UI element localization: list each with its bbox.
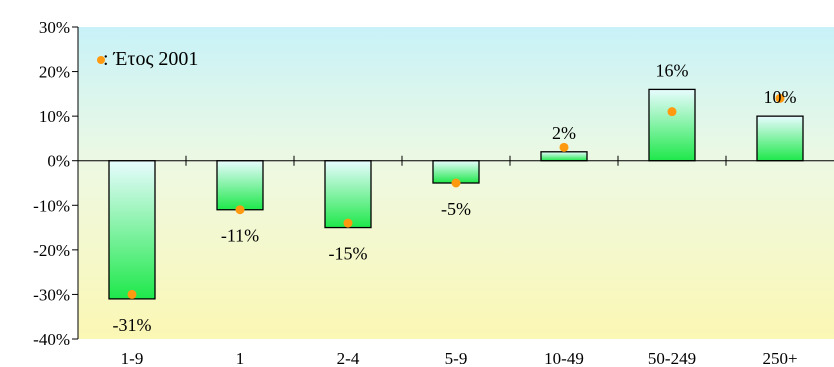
dots-series: [127, 93, 785, 299]
y-tick-label: -20%: [33, 241, 70, 260]
legend-label: : Έτος 2001: [103, 48, 198, 70]
data-label: -15%: [329, 244, 368, 264]
dot-marker: [235, 205, 245, 215]
data-labels: -31% -11% -15% -5% 2% 16% 10%: [113, 60, 797, 334]
y-tick-label: 20%: [39, 63, 70, 82]
x-tick-label: 1-9: [121, 349, 144, 367]
data-label: -5%: [441, 199, 471, 219]
bar: [756, 115, 804, 162]
y-tick-label: -30%: [33, 285, 70, 304]
x-tick-label: 5-9: [445, 349, 468, 367]
data-label: 10%: [764, 87, 797, 107]
x-tick-label: 50-249: [648, 349, 696, 367]
x-tick-label: 2-4: [337, 349, 360, 367]
y-axis-ticks: 30% 20% 10% 0% -10% -20% -30% -40%: [33, 18, 79, 349]
legend-dot-marker: [97, 56, 105, 64]
dot-marker: [343, 218, 353, 228]
x-tick-label: 250+: [762, 349, 797, 367]
bar: [648, 88, 696, 162]
y-tick-label: 30%: [39, 18, 70, 37]
bar: [540, 151, 588, 162]
dot-marker: [127, 289, 137, 299]
y-tick-label: 10%: [39, 107, 70, 126]
dot-marker: [667, 107, 677, 117]
bar: [216, 160, 264, 211]
x-tick-label: 10-49: [544, 349, 584, 367]
data-label: -11%: [221, 226, 259, 246]
dot-marker: [775, 93, 785, 103]
data-label: -31%: [113, 315, 152, 335]
y-tick-label: -40%: [33, 330, 70, 349]
bars: [108, 88, 804, 300]
data-label: 2%: [552, 123, 576, 143]
dot-marker: [451, 178, 461, 188]
x-axis-ticks: 1-9 1 2-4 5-9 10-49 50-249 250+: [78, 155, 834, 367]
x-tick-label: 1: [236, 349, 245, 367]
y-tick-label: -10%: [33, 196, 70, 215]
legend: : Έτος 2001: [97, 48, 198, 70]
y-tick-label: 0%: [47, 152, 70, 171]
bar: [108, 160, 156, 300]
data-label: 16%: [656, 60, 689, 80]
bar: [324, 160, 372, 229]
dot-marker: [559, 142, 569, 152]
